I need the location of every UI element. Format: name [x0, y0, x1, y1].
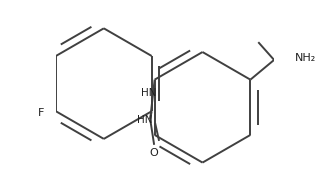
- Text: O: O: [150, 148, 158, 158]
- Text: F: F: [38, 108, 44, 118]
- Text: NH₂: NH₂: [295, 53, 316, 63]
- Text: HN: HN: [137, 115, 153, 125]
- Text: HN: HN: [141, 88, 156, 98]
